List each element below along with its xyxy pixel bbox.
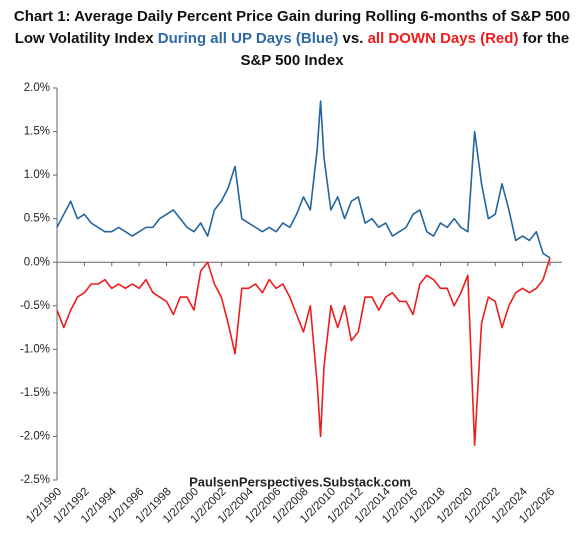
y-tick-label: -0.5% (20, 300, 50, 312)
y-tick-label: 0.0% (24, 256, 50, 268)
title-segment: Chart 1: Average Daily Percent Price Gai… (13, 8, 571, 47)
y-tick-label: -1.5% (20, 387, 50, 399)
y-tick-label: -1.0% (20, 343, 50, 355)
y-tick-label: -2.5% (20, 474, 50, 486)
title-segment: vs. (338, 30, 368, 47)
title-segment: for the S&P 500 Index (240, 30, 570, 69)
title-segment: During all UP Days (Blue) (157, 30, 339, 47)
y-tick-label: 2.0% (24, 82, 50, 94)
title-segment: all DOWN Days (Red) (367, 30, 519, 47)
series-line (56, 100, 551, 259)
y-tick-label: 0.5% (24, 213, 50, 225)
y-tick-label: 1.5% (24, 126, 50, 138)
chart-title: Chart 1: Average Daily Percent Price Gai… (10, 6, 574, 72)
y-tick-label: 1.0% (24, 169, 50, 181)
y-tick-label: -2.0% (20, 430, 50, 442)
annotation: PaulsenPerspectives.Substack.com (189, 474, 411, 489)
series-line (56, 257, 551, 446)
